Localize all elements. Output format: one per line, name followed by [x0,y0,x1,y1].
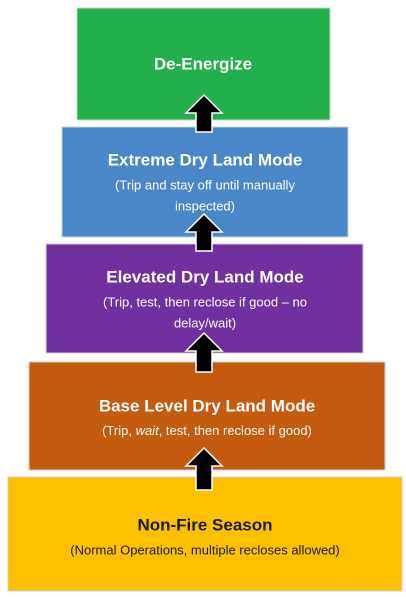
level-subtitle: inspected) [175,198,235,213]
up-arrow [184,331,224,373]
level-title: Non-Fire Season [137,515,272,534]
up-arrow [184,446,224,491]
subtitle-part: , test, then reclose if good) [159,423,312,438]
level-title: De-Energize [154,54,252,73]
level-subtitle: (Trip and stay off until manually [115,177,295,192]
level-box [7,476,403,592]
up-arrow [184,212,224,252]
level-subtitle: (Trip, test, then reclose if good – no [103,294,307,309]
level-title: Elevated Dry Land Mode [106,267,303,286]
up-arrow [184,93,224,133]
level-subtitle: delay/wait) [174,315,236,330]
level-title: Base Level Dry Land Mode [99,396,315,415]
level-subtitle: (Normal Operations, multiple recloses al… [70,542,340,557]
subtitle-part: wait [136,423,161,438]
level-subtitle: (Trip, wait, test, then reclose if good) [102,423,312,438]
subtitle-part: (Trip, [102,423,135,438]
level-title: Extreme Dry Land Mode [108,150,303,169]
